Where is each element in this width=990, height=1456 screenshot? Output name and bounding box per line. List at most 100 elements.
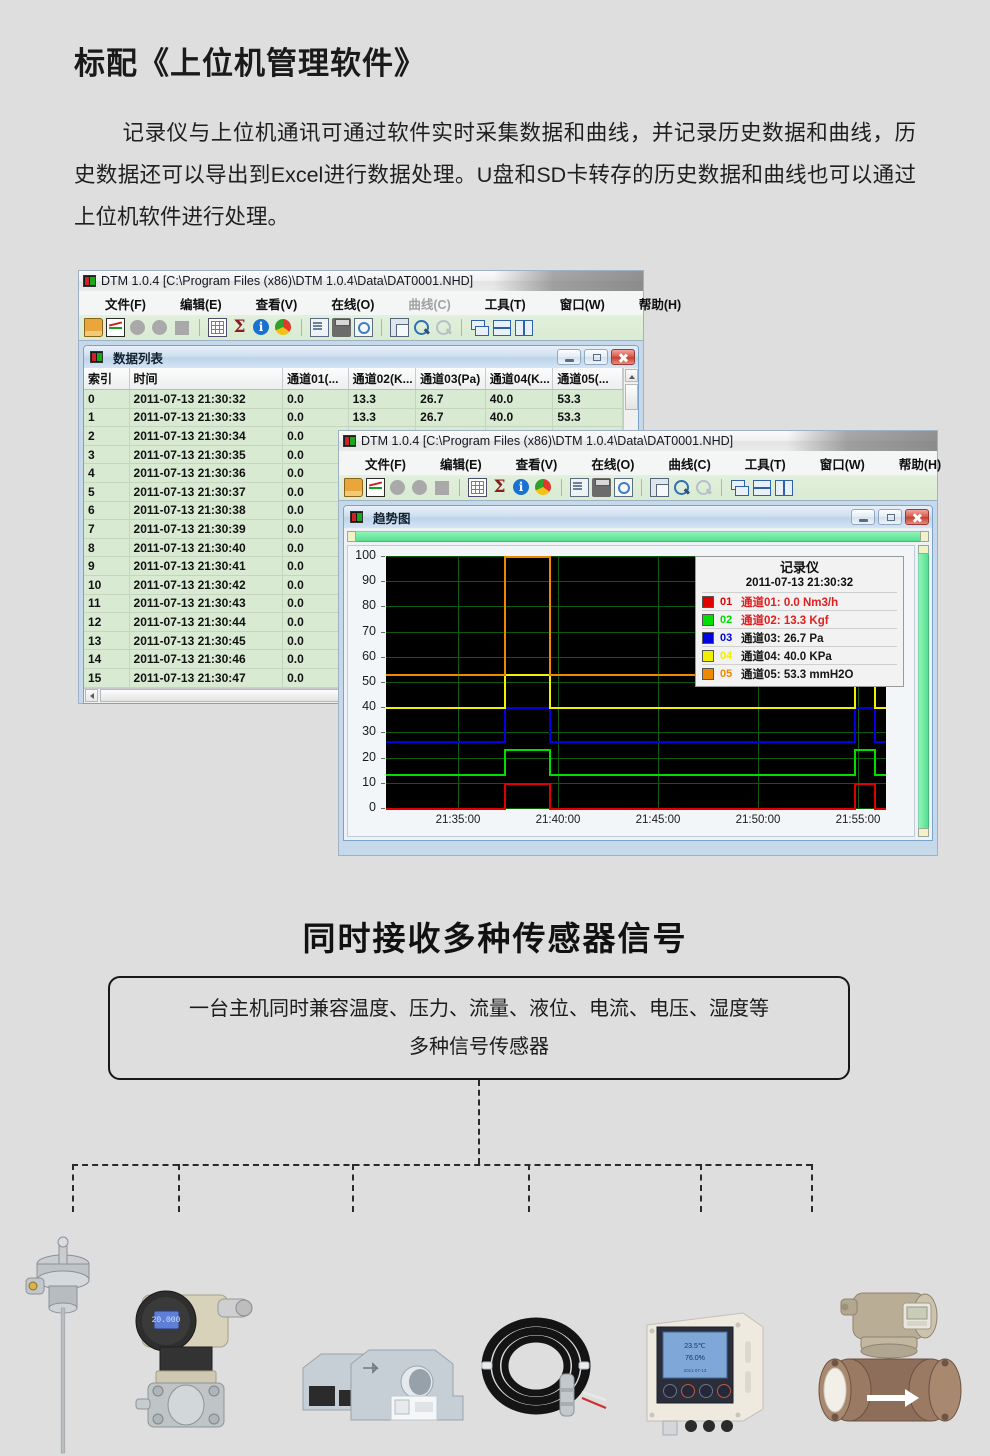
horizontal-range-slider[interactable] — [347, 531, 929, 542]
menu-item-online[interactable]: 在线(O) — [331, 297, 375, 312]
table-row[interactable]: 1 2011-07-13 21:30:33 0.0 13.3 26.7 40.0 53.3 — [84, 408, 623, 428]
col-ch03[interactable]: 通道03(Pa) — [415, 368, 486, 390]
tile-horizontal-icon[interactable] — [752, 478, 771, 497]
series-line-04 — [386, 707, 504, 710]
sigma-sum-icon[interactable]: Σ — [233, 317, 246, 337]
y-axis-tick-label: 90 — [362, 573, 376, 588]
maximize-button[interactable] — [584, 349, 608, 365]
menu-item-view[interactable]: 查看(V) — [255, 297, 298, 312]
cascade-windows-icon[interactable] — [730, 478, 749, 497]
toolbar[interactable]: Σ i — [78, 315, 644, 341]
copy-icon[interactable] — [650, 478, 669, 497]
legend-item: 02 通道02: 13.3 Kgf — [702, 610, 897, 628]
zoom-out-icon — [694, 478, 713, 497]
mdi-titlebar-trend[interactable]: 趋势图 — [344, 506, 932, 528]
info-icon[interactable]: i — [252, 318, 271, 337]
dtm-window-trend[interactable]: DTM 1.0.4 [C:\Program Files (x86)\DTM 1.… — [338, 430, 942, 856]
tile-horizontal-icon[interactable] — [492, 318, 511, 337]
scroll-left-arrow-icon[interactable] — [85, 689, 98, 702]
mdi-titlebar-datalist[interactable]: 数据列表 — [84, 346, 638, 368]
menu-item-help[interactable]: 帮助(H) — [898, 457, 942, 472]
slider-right-handle[interactable] — [920, 531, 929, 542]
mdi-window-buttons[interactable] — [851, 509, 929, 525]
menu-item-file[interactable]: 文件(F) — [365, 457, 406, 472]
pause-circle-icon[interactable] — [410, 478, 429, 497]
record-circle-icon[interactable] — [128, 318, 147, 337]
gridline-horizontal — [386, 732, 886, 734]
slider-top-handle[interactable] — [918, 545, 929, 554]
menu-item-edit[interactable]: 编辑(E) — [439, 457, 482, 472]
maximize-button[interactable] — [878, 509, 902, 525]
menu-item-window[interactable]: 窗口(W) — [819, 457, 865, 472]
chart-icon[interactable] — [366, 478, 385, 497]
print-icon[interactable] — [592, 478, 611, 497]
mdi-window-buttons[interactable] — [557, 349, 635, 365]
legend-color-swatch — [702, 613, 714, 626]
tile-vertical-icon[interactable] — [774, 478, 793, 497]
cell-ch01: 0.0 — [282, 426, 349, 446]
print-preview-icon[interactable] — [614, 478, 633, 497]
copy-icon[interactable] — [390, 318, 409, 337]
scrollbar-thumb[interactable] — [624, 384, 638, 410]
pie-chart-icon[interactable] — [274, 318, 293, 337]
zoom-out-icon — [434, 318, 453, 337]
close-button[interactable] — [905, 509, 929, 525]
window-titlebar[interactable]: DTM 1.0.4 [C:\Program Files (x86)\DTM 1.… — [78, 270, 644, 291]
open-folder-icon[interactable] — [344, 478, 363, 497]
cell-ch03: 26.7 — [415, 389, 486, 409]
open-folder-icon[interactable] — [84, 318, 103, 337]
cascade-windows-icon[interactable] — [470, 318, 489, 337]
zoom-in-icon[interactable] — [672, 478, 691, 497]
chart-icon[interactable] — [106, 318, 125, 337]
scroll-up-arrow-icon[interactable] — [624, 369, 638, 382]
info-icon[interactable]: i — [512, 478, 531, 497]
col-index[interactable]: 索引 — [84, 368, 130, 390]
col-ch02[interactable]: 通道02(K... — [348, 368, 417, 390]
menubar[interactable]: 文件(F) 编辑(E) 查看(V) 在线(O) 曲线(C) 工具(T) 窗口(W… — [338, 451, 942, 475]
menu-item-help[interactable]: 帮助(H) — [638, 297, 682, 312]
menu-item-window[interactable]: 窗口(W) — [559, 297, 605, 312]
menu-item-file[interactable]: 文件(F) — [105, 297, 146, 312]
col-time[interactable]: 时间 — [129, 368, 284, 390]
menu-item-curve[interactable]: 曲线(C) — [668, 457, 711, 472]
table-row[interactable]: 0 2011-07-13 21:30:32 0.0 13.3 26.7 40.0 53.3 — [84, 389, 623, 409]
slider-left-handle[interactable] — [347, 531, 356, 542]
mdi-child-trend[interactable]: 趋势图 0 10 20 30 40 50 60 70 80 90 100 — [343, 505, 933, 841]
minimize-button[interactable] — [851, 509, 875, 525]
menubar[interactable]: 文件(F) 编辑(E) 查看(V) 在线(O) 曲线(C) 工具(T) 窗口(W… — [78, 291, 681, 315]
menu-item-tools[interactable]: 工具(T) — [744, 457, 786, 472]
pause-circle-icon[interactable] — [150, 318, 169, 337]
close-button[interactable] — [611, 349, 635, 365]
slider-track[interactable] — [918, 554, 929, 828]
stop-square-icon[interactable] — [172, 318, 191, 337]
grid-table-icon[interactable] — [468, 478, 487, 497]
zoom-in-icon[interactable] — [412, 318, 431, 337]
gridline-horizontal — [386, 631, 886, 633]
window-titlebar[interactable]: DTM 1.0.4 [C:\Program Files (x86)\DTM 1.… — [338, 430, 938, 451]
slider-track[interactable] — [356, 531, 920, 542]
vertical-range-slider[interactable] — [918, 545, 929, 837]
minimize-button[interactable] — [557, 349, 581, 365]
menu-item-tools[interactable]: 工具(T) — [484, 297, 526, 312]
col-ch05[interactable]: 通道05(... — [552, 368, 623, 390]
menu-item-online[interactable]: 在线(O) — [591, 457, 635, 472]
chart-canvas[interactable]: 0 10 20 30 40 50 60 70 80 90 100 21:35:00 21:40:00 2… — [347, 545, 915, 837]
pie-chart-icon[interactable] — [534, 478, 553, 497]
col-ch01[interactable]: 通道01(... — [282, 368, 349, 390]
grid-table-icon[interactable] — [208, 318, 227, 337]
record-circle-icon[interactable] — [388, 478, 407, 497]
stop-square-icon[interactable] — [432, 478, 451, 497]
export-document-icon[interactable] — [570, 478, 589, 497]
tile-vertical-icon[interactable] — [514, 318, 533, 337]
cell-time: 2011-07-13 21:30:45 — [129, 631, 284, 651]
menu-item-edit[interactable]: 编辑(E) — [179, 297, 222, 312]
series-line-05 — [548, 556, 551, 676]
slider-bottom-handle[interactable] — [918, 828, 929, 837]
toolbar[interactable]: Σ i — [338, 475, 938, 501]
print-preview-icon[interactable] — [354, 318, 373, 337]
col-ch04[interactable]: 通道04(K... — [485, 368, 554, 390]
print-icon[interactable] — [332, 318, 351, 337]
menu-item-view[interactable]: 查看(V) — [515, 457, 558, 472]
sigma-sum-icon[interactable]: Σ — [493, 477, 506, 497]
export-document-icon[interactable] — [310, 318, 329, 337]
